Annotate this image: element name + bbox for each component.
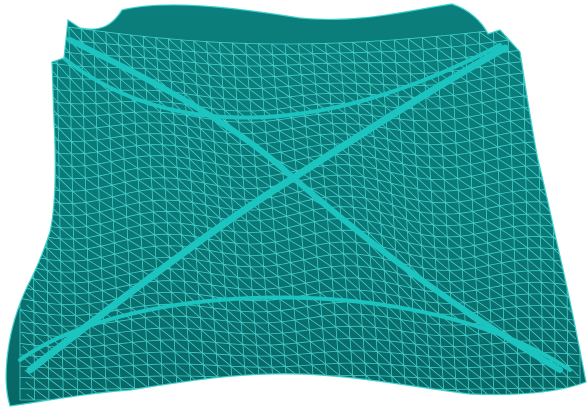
mesh-line (26, 304, 150, 401)
mesh-line (22, 255, 206, 401)
mesh-line (325, 43, 575, 237)
mesh-line (24, 200, 275, 401)
mesh-line (24, 280, 178, 401)
mesh-line (298, 43, 577, 261)
mesh-line (25, 381, 50, 401)
mesh-line (19, 119, 355, 401)
mesh-line (25, 292, 164, 401)
mesh-line (338, 42, 575, 225)
mesh-line (180, 39, 578, 364)
ridge-lines (18, 37, 572, 374)
ridge-front-arc (18, 295, 572, 372)
mesh-line (206, 41, 577, 340)
mesh-line (25, 213, 262, 401)
mesh-line (168, 38, 579, 377)
mesh-line (31, 21, 470, 401)
mesh-line (22, 60, 420, 401)
mesh-line (22, 73, 407, 401)
mesh-line (19, 309, 136, 401)
mesh-line (21, 46, 432, 401)
mesh-line (23, 173, 302, 401)
mesh-line (19, 218, 248, 401)
mesh-line (23, 87, 394, 401)
mesh-line (193, 40, 577, 352)
mesh-line (21, 333, 107, 401)
mesh-line (23, 267, 192, 401)
mesh-line (258, 43, 580, 298)
mesh-line (44, 23, 483, 401)
mesh-line (24, 369, 64, 401)
mesh-line (24, 186, 289, 401)
mesh-line (271, 43, 579, 286)
mesh-line (68, 26, 507, 401)
mesh-line (22, 345, 93, 401)
mesh-line (80, 28, 520, 401)
mesh-line (21, 146, 329, 401)
mesh-line (232, 42, 575, 315)
mesh-line (22, 159, 316, 401)
mesh-line (25, 114, 368, 401)
mesh-line (117, 33, 556, 401)
mesh-line (219, 41, 576, 328)
mesh-line (311, 43, 576, 249)
mesh-line (26, 393, 35, 401)
mesh-line (20, 132, 342, 401)
ridge-diagonal-left (26, 44, 509, 374)
mesh-line (20, 321, 122, 401)
mesh-line (24, 100, 381, 401)
mesh-line (21, 243, 220, 401)
mesh-line (155, 37, 580, 389)
mesh-line (245, 43, 581, 310)
ridge-diagonal-right (67, 37, 563, 373)
mesh-line (93, 30, 532, 401)
mesh-line (284, 43, 578, 274)
mesh-line (130, 34, 569, 401)
ridge-back-arc (58, 43, 502, 120)
